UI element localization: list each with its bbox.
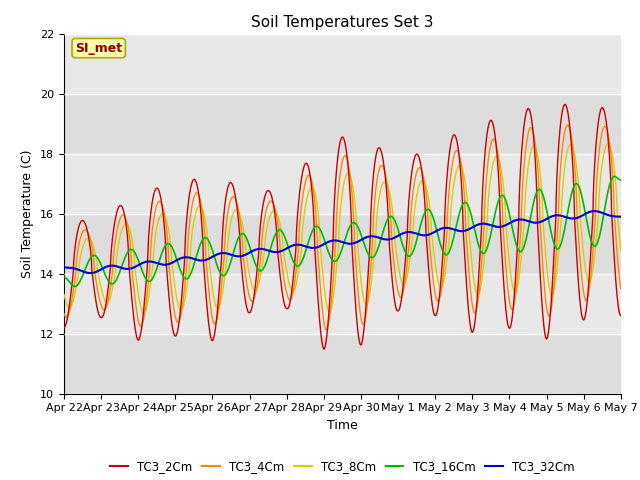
TC3_4Cm bbox=[60, 311, 68, 316]
TC3_4Cm bbox=[308, 178, 316, 184]
TC3_4Cm bbox=[126, 236, 134, 241]
TC3_2Cm bbox=[60, 324, 68, 330]
TC3_2Cm bbox=[308, 186, 316, 192]
TC3_16Cm bbox=[104, 276, 111, 282]
TC3_4Cm bbox=[103, 302, 111, 308]
TC3_4Cm bbox=[318, 301, 326, 307]
Bar bbox=[64, 94, 621, 154]
Text: SI_met: SI_met bbox=[75, 42, 122, 55]
Bar bbox=[64, 214, 621, 274]
TC3_8Cm bbox=[60, 291, 68, 297]
TC3_16Cm bbox=[308, 228, 316, 234]
TC3_8Cm bbox=[378, 185, 385, 191]
TC3_16Cm bbox=[617, 177, 625, 183]
TC3_8Cm bbox=[126, 227, 134, 232]
TC3_32Cm bbox=[60, 264, 68, 270]
Line: TC3_8Cm: TC3_8Cm bbox=[64, 144, 621, 313]
TC3_2Cm bbox=[126, 273, 134, 278]
TC3_32Cm bbox=[378, 236, 385, 241]
TC3_4Cm bbox=[323, 327, 330, 333]
TC3_16Cm bbox=[126, 247, 134, 252]
TC3_2Cm bbox=[318, 338, 326, 344]
Line: TC3_16Cm: TC3_16Cm bbox=[64, 177, 621, 287]
TC3_32Cm bbox=[308, 245, 316, 251]
X-axis label: Time: Time bbox=[327, 419, 358, 432]
TC3_16Cm bbox=[60, 275, 68, 280]
TC3_16Cm bbox=[71, 284, 79, 289]
TC3_32Cm bbox=[318, 242, 326, 248]
Bar bbox=[64, 154, 621, 214]
Line: TC3_2Cm: TC3_2Cm bbox=[64, 104, 621, 349]
Line: TC3_32Cm: TC3_32Cm bbox=[64, 211, 621, 273]
TC3_2Cm bbox=[103, 294, 111, 300]
TC3_4Cm bbox=[378, 163, 385, 168]
TC3_4Cm bbox=[296, 215, 304, 221]
TC3_4Cm bbox=[564, 122, 572, 128]
TC3_8Cm bbox=[103, 300, 111, 306]
Y-axis label: Soil Temperature (C): Soil Temperature (C) bbox=[22, 149, 35, 278]
Bar bbox=[64, 274, 621, 334]
TC3_32Cm bbox=[617, 214, 625, 219]
TC3_16Cm bbox=[297, 261, 305, 267]
Line: TC3_4Cm: TC3_4Cm bbox=[64, 125, 621, 330]
TC3_16Cm bbox=[318, 231, 326, 237]
TC3_2Cm bbox=[561, 101, 569, 107]
Legend: TC3_2Cm, TC3_4Cm, TC3_8Cm, TC3_16Cm, TC3_32Cm: TC3_2Cm, TC3_4Cm, TC3_8Cm, TC3_16Cm, TC3… bbox=[106, 455, 579, 478]
TC3_8Cm bbox=[604, 141, 612, 147]
TC3_8Cm bbox=[318, 264, 326, 270]
TC3_32Cm bbox=[104, 264, 111, 269]
TC3_32Cm bbox=[86, 270, 94, 276]
Bar bbox=[64, 34, 621, 94]
TC3_2Cm bbox=[320, 346, 328, 352]
TC3_16Cm bbox=[611, 174, 618, 180]
Bar bbox=[64, 334, 621, 394]
TC3_32Cm bbox=[126, 266, 134, 272]
TC3_4Cm bbox=[617, 286, 625, 291]
Title: Soil Temperatures Set 3: Soil Temperatures Set 3 bbox=[251, 15, 434, 30]
TC3_2Cm bbox=[296, 185, 304, 191]
TC3_32Cm bbox=[297, 242, 305, 248]
TC3_2Cm bbox=[378, 148, 385, 154]
TC3_8Cm bbox=[617, 248, 625, 253]
TC3_8Cm bbox=[308, 184, 316, 190]
TC3_2Cm bbox=[617, 312, 625, 318]
TC3_8Cm bbox=[297, 252, 305, 258]
TC3_16Cm bbox=[378, 235, 385, 241]
TC3_8Cm bbox=[140, 311, 148, 316]
TC3_32Cm bbox=[591, 208, 598, 214]
